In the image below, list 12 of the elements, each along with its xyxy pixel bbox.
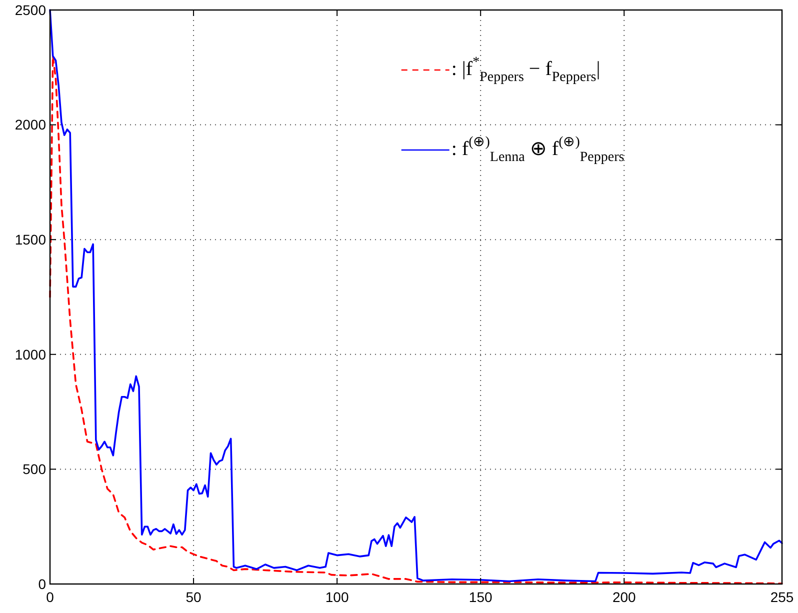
y-tick-label: 0: [38, 576, 46, 592]
x-tick-label: 50: [186, 589, 202, 605]
y-tick-label: 500: [22, 461, 46, 478]
y-tick-label: 1000: [14, 346, 46, 362]
legend-label: : |f$^{*}$$_{Peppers}$ − f$_{Peppers}$|: [451, 54, 600, 85]
y-tick-label: 2500: [14, 2, 46, 18]
x-tick-label: 255: [770, 589, 794, 605]
x-tick-label: 150: [468, 589, 492, 605]
y-tick-label: 2000: [14, 116, 46, 133]
y-tick-label: 1500: [14, 232, 46, 248]
x-tick-label: 100: [325, 589, 349, 605]
x-tick-label: 200: [612, 589, 636, 605]
